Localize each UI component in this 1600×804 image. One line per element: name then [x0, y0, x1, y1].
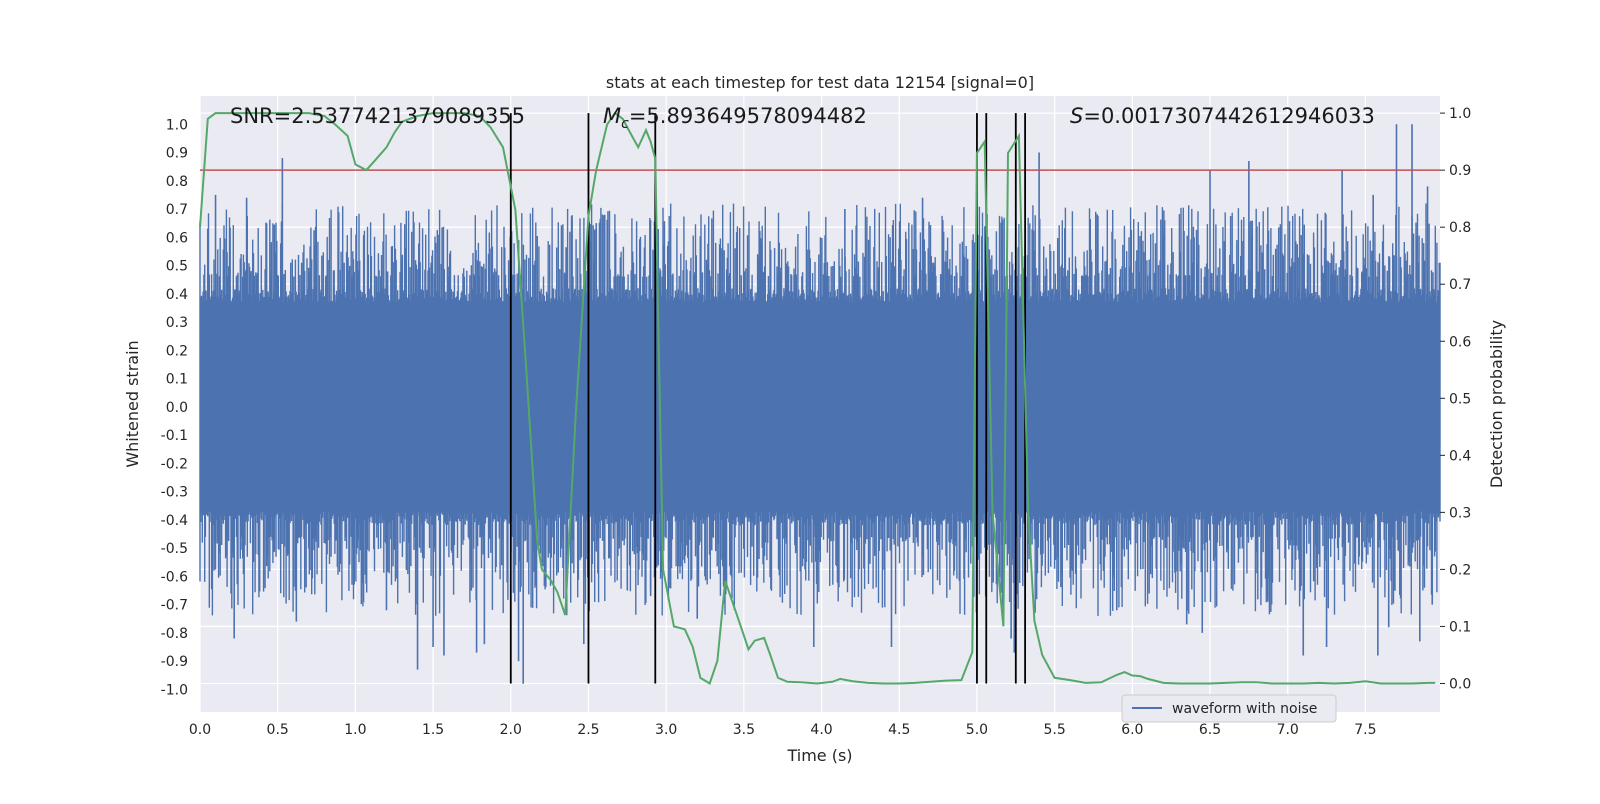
x-tick-label: 4.0 [810, 722, 832, 738]
y-tick-label: -0.8 [161, 626, 188, 642]
legend-label: waveform with noise [1172, 701, 1317, 717]
mc-value: =5.893649578094482 [629, 104, 867, 128]
y2-tick-label: 0.8 [1449, 220, 1471, 236]
y-tick-label: 0.8 [166, 174, 188, 190]
y-tick-label: 0.9 [166, 146, 188, 162]
x-tick-label: 2.0 [500, 722, 522, 738]
y2-tick-label: 1.0 [1449, 106, 1471, 122]
x-tick-label: 5.0 [966, 722, 988, 738]
y-tick-label: -0.4 [161, 513, 188, 529]
y-tick-label: 0.2 [166, 343, 188, 359]
waveform-layer [199, 124, 1441, 684]
prob-layer [199, 111, 1436, 686]
x-tick-label: 2.5 [577, 722, 599, 738]
y-tick-label: -0.7 [161, 598, 188, 614]
y2-tick-label: 0.2 [1449, 562, 1471, 578]
y-axis-label: Whitened strain [123, 340, 142, 467]
s-symbol: S [1070, 104, 1083, 128]
y-tick-label: -0.3 [161, 485, 188, 501]
y2-axis-label: Detection probability [1487, 320, 1506, 488]
s-annotation: S=0.0017307442612946033 [1070, 104, 1375, 128]
y-tick-label: 0.5 [166, 259, 188, 275]
y-tick-label: -0.2 [161, 456, 188, 472]
y2-tick-label: 0.4 [1449, 448, 1471, 464]
y-tick-label: -0.9 [161, 654, 188, 670]
y2-tick-label: 0.6 [1449, 334, 1471, 350]
x-tick-label: 0.0 [189, 722, 211, 738]
y-tick-label: 0.7 [166, 202, 188, 218]
y2-tick-label: 0.5 [1449, 391, 1471, 407]
x-axis-label: Time (s) [786, 746, 852, 765]
x-tick-label: 1.0 [344, 722, 366, 738]
y-tick-label: 0.0 [166, 400, 188, 416]
snr-annotation: SNR=2.5377421379089355 [230, 104, 525, 128]
x-tick-label: 7.5 [1354, 722, 1376, 738]
mc-symbol: M [603, 104, 621, 128]
legend: waveform with noise [1121, 694, 1337, 723]
y-tick-label: -0.5 [161, 541, 188, 557]
y-tick-label: 0.1 [166, 372, 188, 388]
x-tick-label: 5.5 [1044, 722, 1066, 738]
x-tick-label: 4.5 [888, 722, 910, 738]
s-value: =0.0017307442612946033 [1083, 104, 1375, 128]
tick-layer: 0.0 0.5 1.0 1.5 2.0 2.5 3.0 3.5 4.0 4.5 5.0 5.5 6.0 6… [161, 106, 1472, 738]
y-tick-label: 0.4 [166, 287, 188, 303]
y2-tick-label: 0.9 [1449, 163, 1471, 179]
y-tick-label: 0.3 [166, 315, 188, 331]
mc-subscript: c [621, 116, 629, 132]
x-tick-label: 1.5 [422, 722, 444, 738]
y2-tick-label: 0.0 [1449, 676, 1471, 692]
y-tick-label: 1.0 [166, 117, 188, 133]
y-tick-label: -0.6 [161, 569, 188, 585]
probability-line [199, 111, 1436, 686]
x-tick-label: 6.0 [1121, 722, 1143, 738]
y2-tick-label: 0.3 [1449, 505, 1471, 521]
y2-tick-label: 0.1 [1449, 619, 1471, 635]
x-tick-label: 7.0 [1277, 722, 1299, 738]
y-tick-label: -1.0 [161, 682, 188, 698]
x-tick-label: 3.0 [655, 722, 677, 738]
waveform-noise-path [199, 203, 1441, 616]
x-tick-label: 3.5 [733, 722, 755, 738]
mc-annotation: Mc=5.893649578094482 [603, 104, 867, 132]
y2-tick-label: 0.7 [1449, 277, 1471, 293]
y-tick-label: -0.1 [161, 428, 188, 444]
x-tick-label: 0.5 [267, 722, 289, 738]
legend-box [1121, 694, 1337, 723]
x-tick-label: 6.5 [1199, 722, 1221, 738]
chart-title: stats at each timestep for test data 121… [606, 73, 1034, 92]
y-tick-label: 0.6 [166, 230, 188, 246]
